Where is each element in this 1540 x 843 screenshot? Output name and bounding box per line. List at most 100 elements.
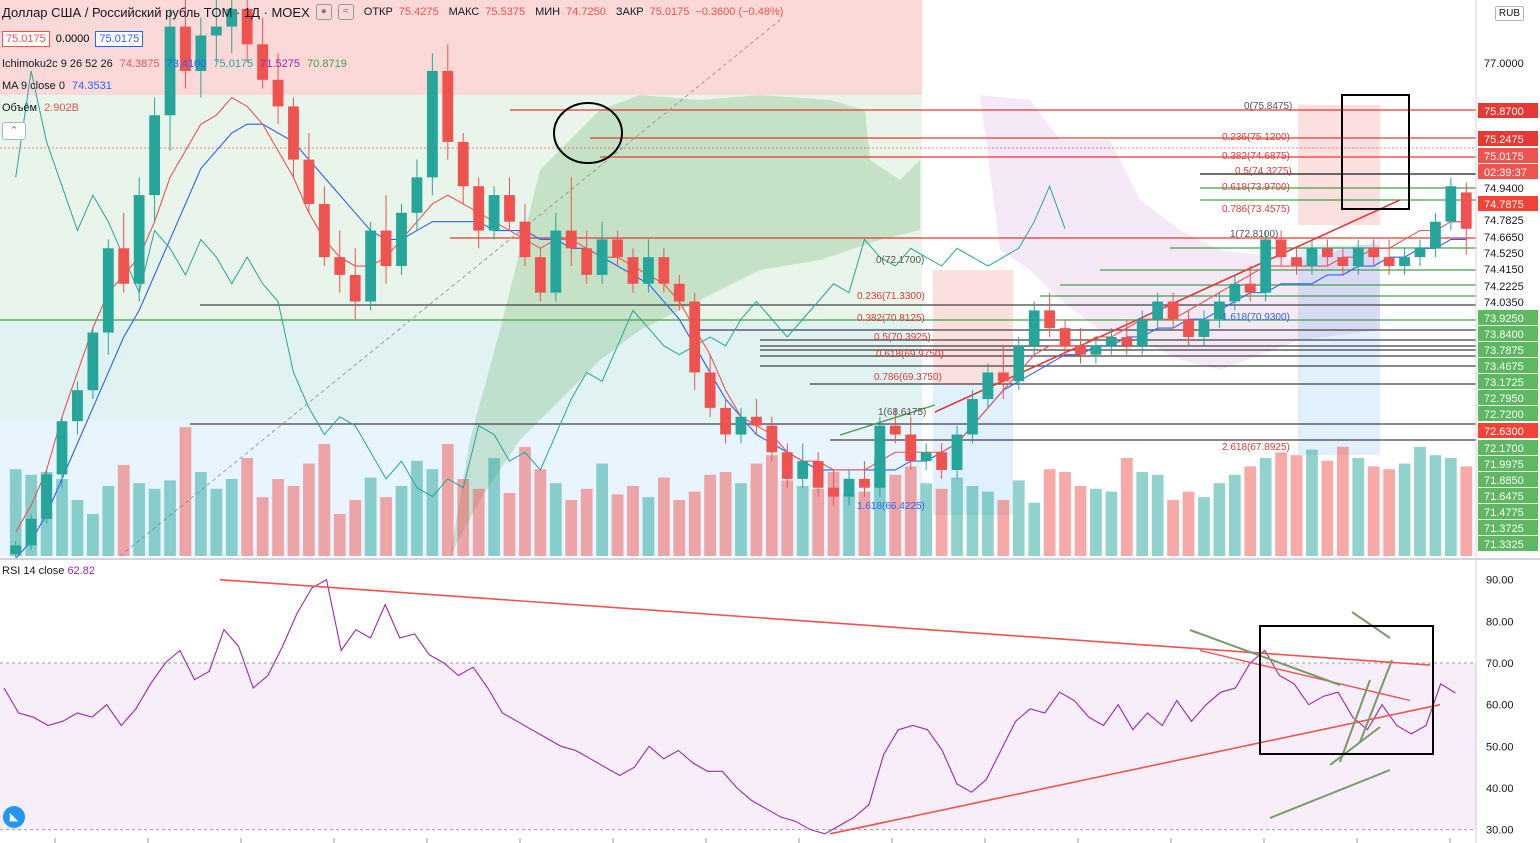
candle-body <box>303 159 315 204</box>
wave-icon[interactable]: ≈ <box>337 4 354 20</box>
candle-body <box>797 461 809 479</box>
candle-body <box>874 425 886 488</box>
rsi-support-line <box>829 703 1441 835</box>
volume-bar <box>1120 458 1133 556</box>
fib-label-right: 1.618(70.9300) <box>1222 312 1290 323</box>
candle-body <box>1460 192 1472 229</box>
fib-label-left: 0.236(71.3300) <box>857 291 925 302</box>
volume-bar <box>303 463 315 556</box>
candle-body <box>1136 319 1148 346</box>
volume-legend[interactable]: Объём 2.902B <box>2 102 83 114</box>
rsi-axis-label: 30.00 <box>1486 825 1514 837</box>
ichimoku-value-4: 71.5275 <box>260 58 300 70</box>
volume-bar <box>1198 497 1210 556</box>
candle-body <box>210 26 222 36</box>
candle-body <box>257 44 269 80</box>
volume-bar <box>287 486 300 556</box>
price-tag-plain <box>1478 472 1538 487</box>
volume-bar <box>1367 466 1380 556</box>
candle-body <box>920 452 932 462</box>
ma-legend[interactable]: MA 9 close 0 74.3531 <box>2 80 116 92</box>
volume-bar <box>1321 460 1334 556</box>
rsi-axis-label: 70.00 <box>1486 658 1514 670</box>
rsi-legend[interactable]: RSI 14 close 62.82 <box>2 565 95 577</box>
volume-bar <box>241 458 254 556</box>
candle-body <box>1352 248 1364 267</box>
price-axis-label: 75.8700 <box>1484 106 1524 118</box>
volume-bar <box>102 486 115 556</box>
volume-bar <box>812 488 825 556</box>
price-axis-label: 72.6300 <box>1484 426 1524 438</box>
price-axis-label: 72.7950 <box>1484 393 1524 405</box>
candle-body <box>1291 257 1302 267</box>
ichimoku-value-1: 74.3875 <box>119 58 160 70</box>
price-tag <box>1478 148 1538 163</box>
candle-body <box>951 434 963 470</box>
price-axis-label: 02:39:37 <box>1484 167 1527 179</box>
candle-body <box>967 399 978 435</box>
fib-label-left: 0.5(70.3925) <box>874 332 931 343</box>
rsi-value: 62.82 <box>67 565 95 577</box>
currency-label[interactable]: RUB <box>1494 6 1524 21</box>
price-axis-label: 73.4675 <box>1484 361 1524 373</box>
volume-bar <box>1398 463 1411 556</box>
volume-bar <box>349 500 362 556</box>
volume-bar <box>889 474 902 556</box>
symbol-title[interactable]: Доллар США / Российский рубль TOM · 1Д ·… <box>2 4 310 20</box>
fib-label-left: 1.618(66.4225) <box>857 501 925 512</box>
price-axis-label: 74.7825 <box>1484 215 1524 227</box>
rsi-sketch-line <box>1189 629 1341 686</box>
volume-bar <box>565 500 578 556</box>
volume-bar <box>858 491 871 556</box>
candle-body <box>1275 239 1287 258</box>
rsi-sketch-line <box>1329 726 1381 766</box>
candle-body <box>612 239 623 258</box>
volume-bar <box>843 494 855 556</box>
candle-body <box>627 257 639 284</box>
rsi-axis-label: 60.00 <box>1486 700 1514 712</box>
volume-bar <box>1414 446 1426 556</box>
candle-body <box>673 283 685 302</box>
price-axis-label: 74.9400 <box>1484 183 1524 195</box>
rsi-axis-label: 50.00 <box>1486 741 1514 753</box>
price-axis-label: 74.5250 <box>1484 248 1524 260</box>
candle-body <box>843 478 855 497</box>
volume-bar <box>164 480 176 556</box>
annotation-box-main <box>1341 94 1410 210</box>
bid-price[interactable]: 75.0175 <box>2 31 50 47</box>
price-tag <box>1478 423 1538 438</box>
candle-body <box>87 332 99 391</box>
candle-body <box>195 35 207 71</box>
fib-label-left: 0.786(69.3750) <box>874 372 942 383</box>
tradingview-logo-icon[interactable]: ◣ <box>3 806 25 828</box>
ichimoku-legend[interactable]: Ichimoku2c 9 26 52 26 74.3875 73.4100 75… <box>2 58 351 70</box>
candle-body <box>488 195 500 231</box>
candle-body <box>10 545 22 555</box>
hand-drawn-circle <box>553 102 623 164</box>
volume-bar <box>1429 455 1442 556</box>
price-axis-label: 71.8850 <box>1484 475 1524 487</box>
candle-body <box>149 115 161 196</box>
price-tag-plain <box>1478 536 1538 551</box>
volume-bar <box>1012 480 1025 556</box>
dashed-trend-line <box>119 19 781 557</box>
volume-bar <box>1275 452 1287 556</box>
collapse-legend-button[interactable]: ⌃ <box>2 122 26 140</box>
volume-bar <box>71 500 84 556</box>
candle-body <box>828 487 839 497</box>
ask-price[interactable]: 75.0175 <box>95 31 144 47</box>
fib-label-left: 0.618(69.9750) <box>876 349 944 360</box>
compare-icon[interactable]: ● <box>315 4 332 20</box>
price-tag-plain <box>1478 326 1538 341</box>
volume-bar <box>1213 483 1226 556</box>
low-label: МИН <box>535 6 561 18</box>
candle-body <box>519 221 531 258</box>
volume-bar <box>395 486 408 556</box>
volume-bar <box>657 477 670 556</box>
price-tag-plain <box>1478 520 1538 535</box>
volume-bar <box>1167 500 1179 556</box>
candle-body <box>689 301 701 373</box>
candle-body <box>1105 336 1117 346</box>
price-axis-label: 73.8400 <box>1484 329 1524 341</box>
